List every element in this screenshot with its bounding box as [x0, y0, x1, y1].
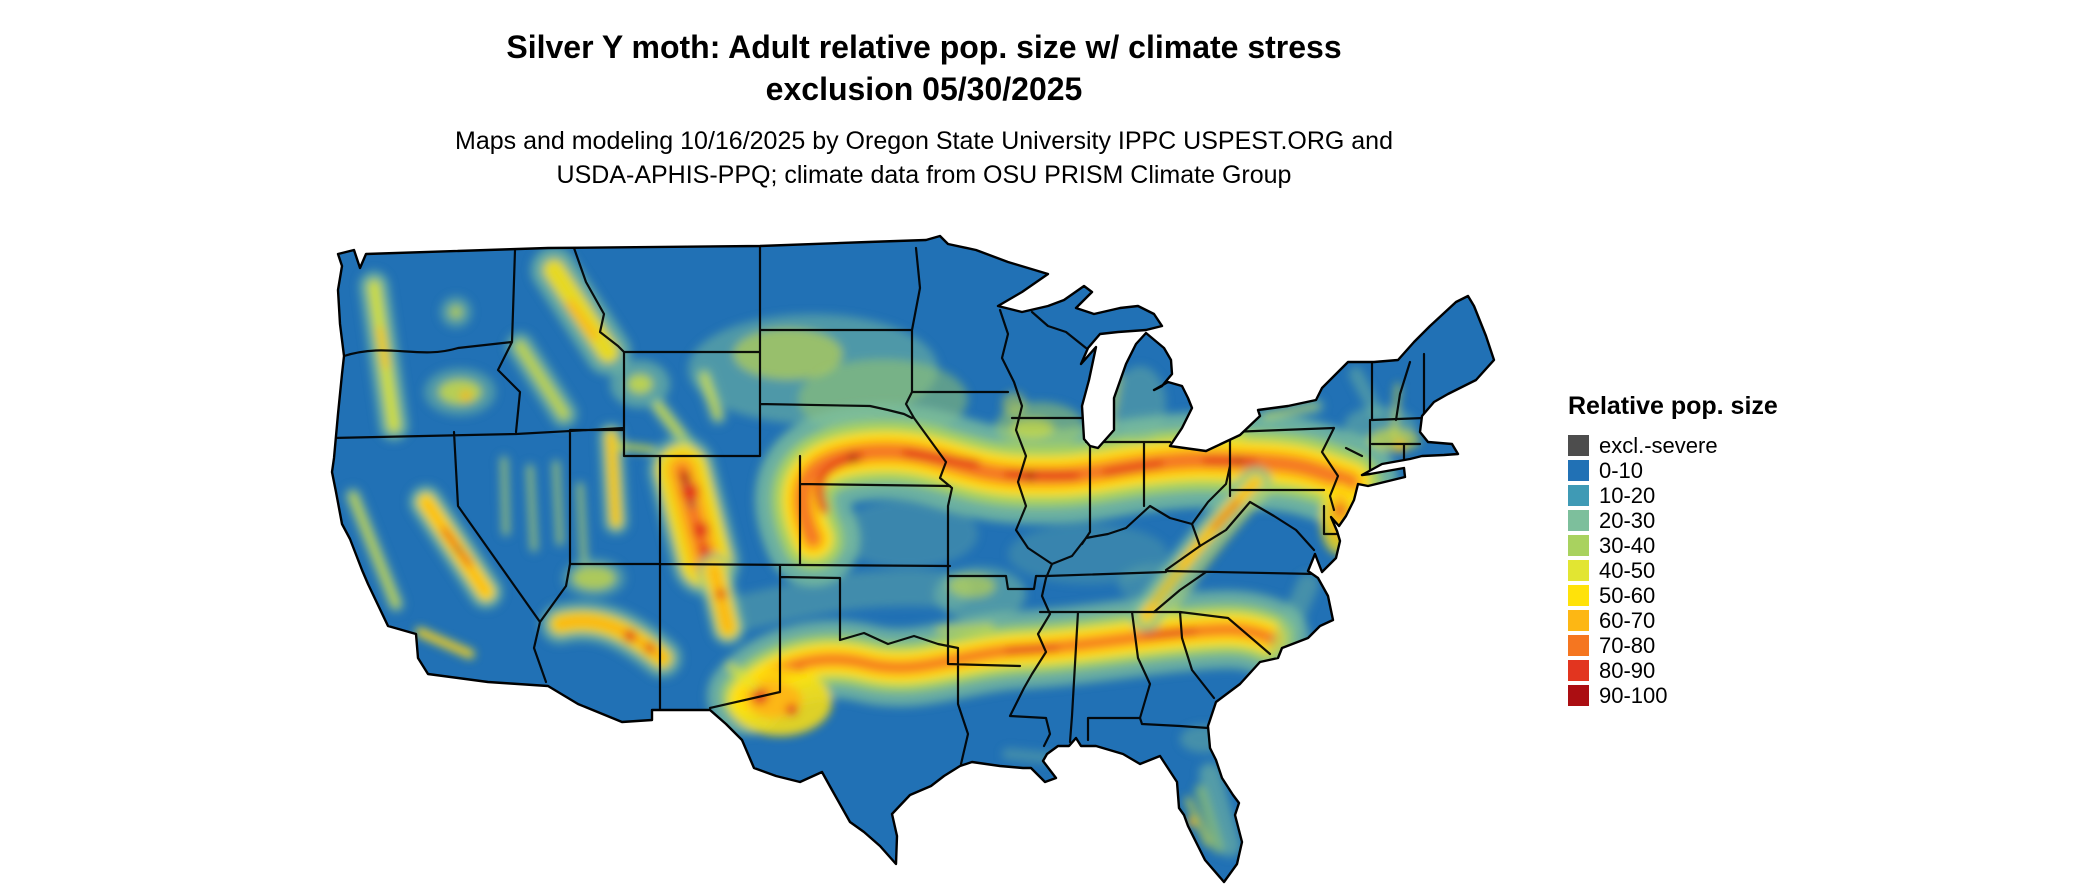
legend-swatch — [1568, 610, 1589, 631]
legend-item: 90-100 — [1568, 683, 1778, 708]
legend-label: 30-40 — [1599, 533, 1656, 558]
map-title-line1: Silver Y moth: Adult relative pop. size … — [506, 29, 1342, 65]
legend-title: Relative pop. size — [1568, 392, 1778, 420]
legend-item: excl.-severe — [1568, 433, 1778, 458]
legend-swatch — [1568, 460, 1589, 481]
legend-label: 90-100 — [1599, 683, 1668, 708]
legend-items: excl.-severe 0-10 10-20 20-30 30-40 40-50 50-6… — [1568, 433, 1778, 708]
legend-swatch — [1568, 585, 1589, 606]
legend-swatch — [1568, 560, 1589, 581]
heat-raster — [344, 247, 1420, 857]
us-map — [330, 234, 1496, 884]
us-outline — [330, 234, 1496, 884]
legend-label: excl.-severe — [1599, 433, 1718, 458]
legend-swatch — [1568, 510, 1589, 531]
legend: Relative pop. size excl.-severe 0-10 10-20… — [1568, 392, 1778, 708]
legend-item: 20-30 — [1568, 508, 1778, 533]
legend-swatch — [1568, 435, 1589, 456]
map-subtitle-line2: USDA-APHIS-PPQ; climate data from OSU PR… — [556, 161, 1292, 189]
legend-item: 40-50 — [1568, 558, 1778, 583]
legend-label: 40-50 — [1599, 558, 1656, 583]
legend-swatch — [1568, 535, 1589, 556]
legend-label: 10-20 — [1599, 483, 1656, 508]
legend-label: 70-80 — [1599, 633, 1656, 658]
map-subtitle-line1: Maps and modeling 10/16/2025 by Oregon S… — [455, 127, 1393, 155]
legend-item: 80-90 — [1568, 658, 1778, 683]
map-title: Silver Y moth: Adult relative pop. size … — [0, 26, 1848, 110]
legend-label: 0-10 — [1599, 458, 1644, 483]
legend-item: 10-20 — [1568, 483, 1778, 508]
map-subtitle: Maps and modeling 10/16/2025 by Oregon S… — [0, 124, 1848, 192]
legend-label: 50-60 — [1599, 583, 1656, 608]
legend-swatch — [1568, 485, 1589, 506]
legend-swatch — [1568, 635, 1589, 656]
legend-item: 70-80 — [1568, 633, 1778, 658]
legend-item: 60-70 — [1568, 608, 1778, 633]
legend-swatch — [1568, 685, 1589, 706]
map-title-line2: exclusion 05/30/2025 — [765, 71, 1083, 108]
legend-item: 0-10 — [1568, 458, 1778, 483]
legend-label: 20-30 — [1599, 508, 1656, 533]
legend-item: 50-60 — [1568, 583, 1778, 608]
legend-label: 80-90 — [1599, 658, 1656, 683]
legend-label: 60-70 — [1599, 608, 1656, 633]
legend-swatch — [1568, 660, 1589, 681]
legend-item: 30-40 — [1568, 533, 1778, 558]
state-borders — [332, 244, 1426, 766]
